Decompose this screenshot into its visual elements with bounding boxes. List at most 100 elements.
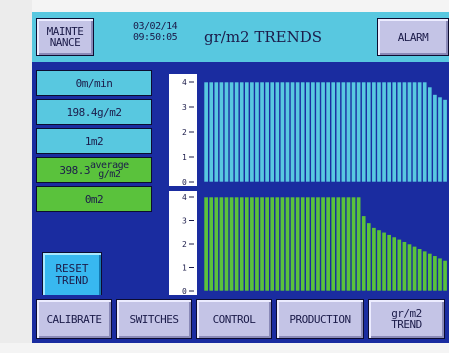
trend-bar: [340, 81, 346, 183]
trend-bar: [274, 81, 280, 183]
trend-bar: [376, 229, 382, 292]
header-bar: MAINTE NANCE 03/02/14 09:50:05 gr/m2 TRE…: [32, 12, 449, 62]
trend-bar: [244, 81, 250, 183]
y-tick-label: 2: [182, 240, 187, 249]
trend-bar: [264, 81, 270, 183]
trend-bar: [285, 196, 290, 292]
page-title: gr/m2 TRENDS: [204, 28, 323, 46]
trend-bar: [356, 81, 362, 183]
trend-bar: [315, 196, 321, 292]
average-trend-chart: 4 3 2 1 0: [169, 191, 449, 295]
trend-bar: [254, 196, 260, 292]
trend-bar: [208, 81, 214, 183]
trend-bar: [229, 81, 234, 183]
trend-bar: [427, 253, 433, 292]
y-tick-label: 0: [182, 178, 187, 186]
reset-trend-button[interactable]: RESET TREND: [42, 252, 102, 298]
y-tick-label: 4: [182, 78, 187, 87]
y-tick-label: 3: [182, 103, 187, 112]
trend-bar: [417, 248, 423, 292]
trend-bar: [218, 81, 224, 183]
gr-m2-trend-button[interactable]: gr/m2 TREND: [368, 299, 445, 339]
y-axis-ticks: 4 3 2 1 0: [182, 193, 194, 295]
trend-bar: [208, 196, 214, 292]
trend-bar: [224, 81, 229, 183]
trend-bar: [264, 196, 270, 292]
trend-bar: [412, 246, 417, 292]
trend-bar: [401, 81, 407, 183]
trend-bar: [351, 81, 356, 183]
trend-bar: [218, 196, 224, 292]
average-caption: average g/m2: [90, 161, 129, 180]
trend-bar: [203, 81, 209, 183]
bezel-bottom: [0, 343, 449, 353]
trend-bar: [391, 236, 397, 292]
trend-bar: [290, 196, 295, 292]
maintenance-button[interactable]: MAINTE NANCE: [36, 18, 94, 56]
y-tick-label: 0: [182, 287, 187, 295]
trend-bars: [203, 196, 448, 292]
trend-bar: [239, 81, 245, 183]
alarm-button[interactable]: ALARM: [377, 18, 449, 56]
trend-bar: [422, 250, 428, 292]
y-tick-label: 4: [182, 193, 187, 202]
trend-bar: [386, 81, 392, 183]
trend-bar: [330, 196, 336, 292]
trend-bar: [361, 215, 367, 292]
total-area-readout: 0m2: [36, 186, 152, 212]
date-label: 03/02/14: [133, 21, 178, 32]
trend-bar: [300, 196, 306, 292]
trend-bar: [269, 196, 275, 292]
date-time: 03/02/14 09:50:05: [133, 21, 178, 43]
switches-button[interactable]: SWITCHES: [116, 299, 192, 339]
trend-bar: [422, 81, 428, 183]
trend-bar: [300, 81, 306, 183]
trend-bar: [335, 196, 341, 292]
bezel-top: [0, 0, 449, 12]
trend-bar: [356, 196, 362, 292]
trend-bar: [254, 81, 260, 183]
time-label: 09:50:05: [133, 32, 178, 43]
trend-bar: [335, 81, 341, 183]
trend-bar: [310, 81, 316, 183]
trend-bar: [295, 196, 301, 292]
trend-bar: [239, 196, 245, 292]
trend-bar: [213, 81, 219, 183]
y-tick-label: 1: [182, 153, 187, 162]
trend-bar: [310, 196, 316, 292]
trend-bar: [346, 196, 351, 292]
average-value: 398.3: [59, 163, 90, 177]
trend-bar: [340, 196, 346, 292]
trend-bar: [437, 257, 443, 292]
control-button[interactable]: CONTROL: [196, 299, 272, 339]
trend-bar: [249, 196, 255, 292]
trend-bar: [224, 196, 229, 292]
weight-trend-chart: 4 3 2 1 0: [169, 74, 449, 186]
trend-bar: [432, 255, 438, 292]
trend-bar: [325, 196, 331, 292]
weight-readout: 198.4g/m2: [36, 99, 152, 125]
trend-bar: [381, 81, 387, 183]
trend-bar: [330, 81, 336, 183]
trend-bar: [351, 196, 356, 292]
trend-bar: [361, 81, 367, 183]
trend-bar: [244, 196, 250, 292]
calibrate-button[interactable]: CALIBRATE: [36, 299, 112, 339]
trend-bar: [366, 81, 372, 183]
trend-bar: [213, 196, 219, 292]
trend-bar: [259, 81, 265, 183]
hmi-screen: MAINTE NANCE 03/02/14 09:50:05 gr/m2 TRE…: [32, 12, 449, 343]
footer-bar: CALIBRATE SWITCHES CONTROL PRODUCTION gr…: [32, 295, 449, 343]
trend-bar: [407, 81, 412, 183]
trend-bars: [203, 81, 448, 183]
trend-bar: [376, 81, 382, 183]
speed-readout: 0m/min: [36, 70, 152, 96]
trend-bar: [315, 81, 321, 183]
readout-panel: 0m/min 198.4g/m2 1m2 398.3 average g/m2 0m…: [32, 62, 169, 298]
average-unit: g/m2: [98, 169, 121, 180]
trend-bar: [290, 81, 295, 183]
trend-bar: [432, 94, 438, 183]
production-button[interactable]: PRODUCTION: [276, 299, 364, 339]
trend-bar: [401, 241, 407, 292]
trend-bar: [437, 96, 443, 183]
